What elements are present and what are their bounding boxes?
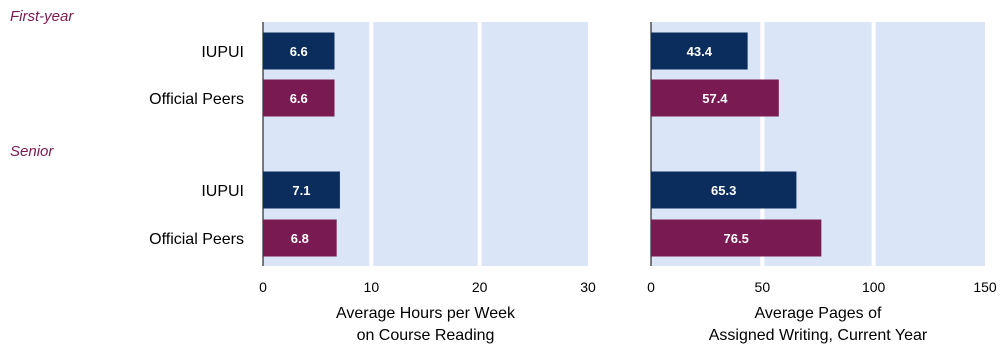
bar bbox=[263, 32, 335, 70]
data-label: 6.6 bbox=[290, 91, 308, 106]
data-label: 6.8 bbox=[291, 231, 309, 246]
row-label: Official Peers bbox=[149, 231, 244, 248]
data-label: 7.1 bbox=[292, 183, 310, 198]
bar bbox=[263, 79, 335, 117]
x-axis-title: Average Hours per Week bbox=[336, 305, 516, 322]
pages-writing-panel: 0 50 100 150 43.4 57.4 65.3 76.5 Average Pages o… bbox=[647, 22, 997, 344]
data-label: 57.4 bbox=[702, 91, 728, 106]
row-label: IUPUI bbox=[201, 183, 244, 200]
group-label-senior: Senior bbox=[10, 143, 54, 160]
bar bbox=[651, 79, 779, 117]
hours-reading-panel: 0 10 20 30 6.6 6.6 7.1 6.8 Average Hours per Wee… bbox=[259, 22, 596, 344]
tick-label: 20 bbox=[472, 279, 488, 295]
row-label: Official Peers bbox=[149, 91, 244, 108]
data-label: 6.6 bbox=[290, 44, 308, 59]
x-axis-title: Average Pages of bbox=[755, 305, 882, 322]
data-label: 65.3 bbox=[711, 183, 736, 198]
tick-label: 10 bbox=[364, 279, 380, 295]
x-axis-title: Assigned Writing, Current Year bbox=[709, 327, 928, 344]
bar bbox=[263, 219, 337, 257]
group-label-first-year: First-year bbox=[10, 8, 74, 25]
x-axis-title: on Course Reading bbox=[357, 327, 495, 344]
bar bbox=[263, 171, 340, 209]
tick-label: 50 bbox=[755, 279, 771, 295]
tick-label: 0 bbox=[647, 279, 655, 295]
tick-label: 0 bbox=[259, 279, 267, 295]
bar bbox=[651, 32, 748, 70]
tick-label: 30 bbox=[580, 279, 596, 295]
data-label: 43.4 bbox=[687, 44, 713, 59]
row-label: IUPUI bbox=[201, 44, 244, 61]
bar bbox=[651, 171, 797, 209]
tick-label: 100 bbox=[862, 279, 886, 295]
tick-label: 150 bbox=[973, 279, 997, 295]
data-label: 76.5 bbox=[724, 231, 749, 246]
bar bbox=[651, 219, 822, 257]
category-labels: First-year IUPUI Official Peers Senior IUPUI… bbox=[10, 8, 244, 248]
